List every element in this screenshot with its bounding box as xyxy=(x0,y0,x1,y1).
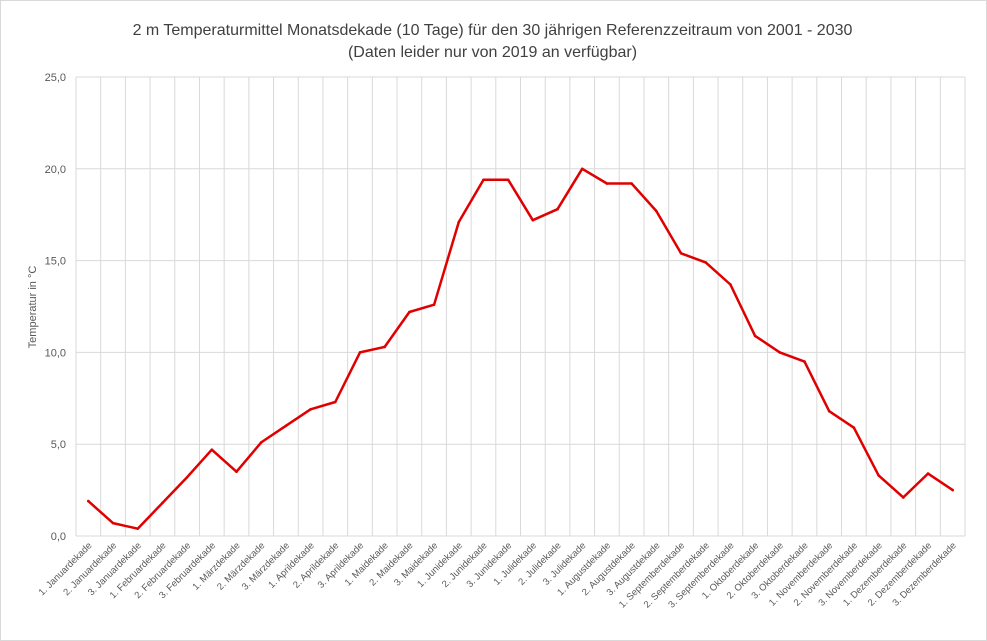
chart-title: 2 m Temperaturmittel Monatsdekade (10 Ta… xyxy=(132,22,853,39)
data-point xyxy=(408,310,411,314)
data-point xyxy=(358,351,362,354)
data-point xyxy=(210,448,214,452)
y-tick-label: 15,0 xyxy=(45,256,66,268)
data-point xyxy=(457,220,461,224)
data-point xyxy=(951,488,954,492)
data-point xyxy=(729,283,732,286)
data-point xyxy=(235,470,238,474)
y-tick-label: 0,0 xyxy=(51,531,66,543)
data-point xyxy=(630,182,633,185)
data-point xyxy=(901,496,905,499)
data-point xyxy=(704,261,708,264)
data-point xyxy=(259,441,263,444)
data-point xyxy=(556,207,559,211)
data-point xyxy=(161,501,164,505)
data-point xyxy=(852,426,856,429)
data-point xyxy=(778,351,782,354)
data-point xyxy=(383,345,386,349)
data-point xyxy=(333,400,337,404)
series-line xyxy=(87,167,954,530)
chart-title-block: 2 m Temperaturmittel Monatsdekade (10 Ta… xyxy=(0,20,985,64)
series-group xyxy=(87,167,954,530)
data-point xyxy=(87,499,90,503)
data-point xyxy=(827,409,831,413)
data-point xyxy=(605,182,609,185)
chart-subtitle: (Daten leider nur von 2019 an verfügbar) xyxy=(347,44,638,61)
data-point xyxy=(580,167,584,171)
vertical-gridlines xyxy=(75,77,966,536)
data-point xyxy=(531,218,535,222)
data-point xyxy=(309,408,312,411)
data-point xyxy=(753,334,757,338)
data-point xyxy=(926,472,930,475)
data-point xyxy=(506,178,510,182)
y-axis-label: Temperatur in °C xyxy=(27,266,39,349)
data-point xyxy=(136,527,140,530)
data-point xyxy=(679,251,683,255)
data-point xyxy=(111,521,115,525)
data-point xyxy=(432,303,436,306)
data-point xyxy=(284,424,288,428)
y-tick-label: 10,0 xyxy=(45,347,66,359)
data-point xyxy=(482,178,485,182)
y-tick-label: 20,0 xyxy=(45,164,66,176)
y-tick-label: 25,0 xyxy=(45,72,66,84)
data-point xyxy=(655,209,658,213)
y-axis-tick-labels: 0,0 5,0 10,0 15,0 20,0 25,0 xyxy=(45,72,66,543)
data-point xyxy=(803,360,806,363)
y-tick-label: 5,0 xyxy=(51,439,66,451)
data-point xyxy=(185,475,189,479)
data-point xyxy=(877,474,880,477)
